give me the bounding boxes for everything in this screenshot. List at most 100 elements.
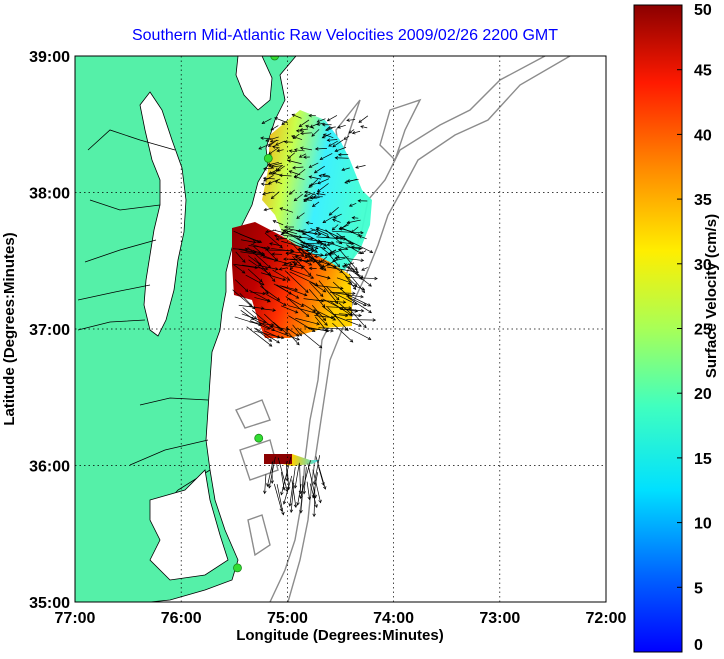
velocity-vector-head: [270, 323, 275, 327]
velocity-vector: [333, 313, 348, 317]
velocity-vector-head: [342, 300, 347, 304]
velocity-vector: [267, 460, 274, 487]
grid-lines: [75, 56, 606, 602]
velocity-vector-head: [267, 264, 272, 269]
velocity-vector-head: [305, 258, 310, 263]
velocity-vector-head: [298, 332, 302, 337]
velocity-vector-head: [352, 286, 357, 290]
velocity-vector-head: [331, 227, 336, 231]
colorbar-tick-label: 0: [694, 637, 703, 654]
velocity-vector-head: [293, 262, 298, 267]
colorbar-tick-label: 15: [694, 451, 712, 468]
velocity-vector: [233, 264, 246, 274]
delaware-bay: [235, 56, 273, 111]
velocity-vector: [311, 305, 326, 321]
velocity-vector: [346, 244, 362, 254]
velocity-vector: [246, 326, 273, 347]
velocity-vector-head: [312, 259, 317, 264]
velocity-vector-head: [260, 182, 265, 186]
velocity-vector: [306, 222, 313, 224]
velocity-vector: [270, 139, 279, 143]
colorbar-tick-label: 50: [694, 2, 712, 19]
velocity-vector: [309, 282, 324, 297]
velocity-vector: [313, 311, 328, 326]
velocity-vector: [240, 251, 264, 256]
velocity-vector-head: [260, 282, 265, 286]
x-axis-label: Longitude (Degrees:Minutes): [236, 627, 444, 644]
velocity-vector-head: [361, 267, 365, 271]
tributaries: [77, 129, 211, 511]
velocity-vector-head: [275, 237, 280, 241]
map-title: Southern Mid-Atlantic Raw Velocities 200…: [132, 27, 558, 44]
velocity-vector-head: [316, 188, 321, 193]
velocity-vector-head: [303, 293, 308, 297]
velocity-vector-head: [250, 316, 255, 320]
velocity-vector: [307, 463, 317, 498]
velocity-vector-head: [282, 501, 287, 505]
velocity-vector-head: [280, 491, 284, 496]
velocity-vector-head: [276, 297, 281, 301]
velocity-vector: [341, 167, 350, 171]
velocity-vector-head: [358, 246, 362, 251]
velocity-vector-head: [327, 276, 331, 280]
velocity-vector: [281, 285, 298, 291]
velocity-vector-head: [303, 155, 307, 159]
velocity-vector: [245, 274, 265, 286]
velocity-vector-head: [266, 246, 271, 250]
velocity-vector: [307, 248, 317, 256]
velocity-vector-head: [242, 259, 246, 263]
velocity-vector-head: [311, 328, 316, 332]
velocity-vector-head: [284, 225, 288, 229]
velocity-vector: [288, 297, 304, 307]
velocity-vector: [247, 247, 271, 269]
velocity-vector-head: [321, 123, 326, 127]
x-tick-labels: 77:00 76:00 75:00 74:00 73:00 72:00: [55, 610, 627, 627]
velocity-vector-head: [281, 511, 285, 516]
velocity-vector-head: [315, 226, 320, 231]
velocity-vector: [296, 237, 314, 250]
velocity-vector-head: [326, 138, 331, 142]
velocity-vector: [234, 279, 249, 292]
velocity-vector-head: [300, 265, 305, 270]
velocity-vector: [294, 256, 312, 266]
velocity-vector: [304, 326, 329, 332]
velocity-vector: [332, 139, 344, 148]
velocity-vector: [276, 238, 288, 240]
y-tick-labels: 39:00 38:00 37:00 36:00 35:00: [29, 49, 70, 612]
velocity-vector-head: [275, 142, 279, 146]
velocity-vector: [360, 125, 368, 129]
velocity-vector: [280, 305, 298, 314]
velocity-vector-head: [296, 337, 300, 341]
velocity-vector: [346, 246, 362, 250]
velocity-vector-head: [360, 294, 364, 299]
velocity-vector-head: [265, 247, 269, 251]
velocity-vector-head: [262, 319, 267, 324]
velocity-vector: [294, 193, 304, 202]
velocity-vector: [332, 230, 364, 234]
velocity-vector-head: [287, 159, 292, 163]
velocity-vector: [316, 122, 325, 125]
velocity-vector-head: [297, 229, 301, 233]
velocity-vector-head: [305, 289, 309, 293]
velocity-vector-head: [328, 252, 332, 256]
velocity-vector: [284, 270, 309, 293]
velocity-vector: [351, 246, 363, 249]
velocity-vector-head: [266, 299, 271, 303]
station-marker: [254, 433, 264, 443]
velocity-vector-head: [241, 270, 246, 274]
velocity-vector: [240, 239, 256, 243]
velocity-vector-head: [334, 300, 339, 305]
velocity-vector-head: [319, 156, 324, 161]
velocity-vector-head: [344, 246, 349, 251]
velocity-vector-head: [307, 496, 311, 501]
velocity-vector-head: [294, 287, 299, 292]
velocity-vector: [277, 457, 288, 492]
velocity-vector-head: [357, 233, 361, 237]
velocity-vector-head: [314, 246, 319, 250]
velocity-vector: [317, 260, 337, 268]
colorbar-label: Surface Velocity (cm/s): [703, 214, 720, 378]
velocity-vector-head: [300, 131, 304, 136]
velocity-vector-head: [321, 482, 325, 486]
velocity-vector: [269, 162, 283, 167]
velocity-vector-head: [262, 176, 267, 181]
